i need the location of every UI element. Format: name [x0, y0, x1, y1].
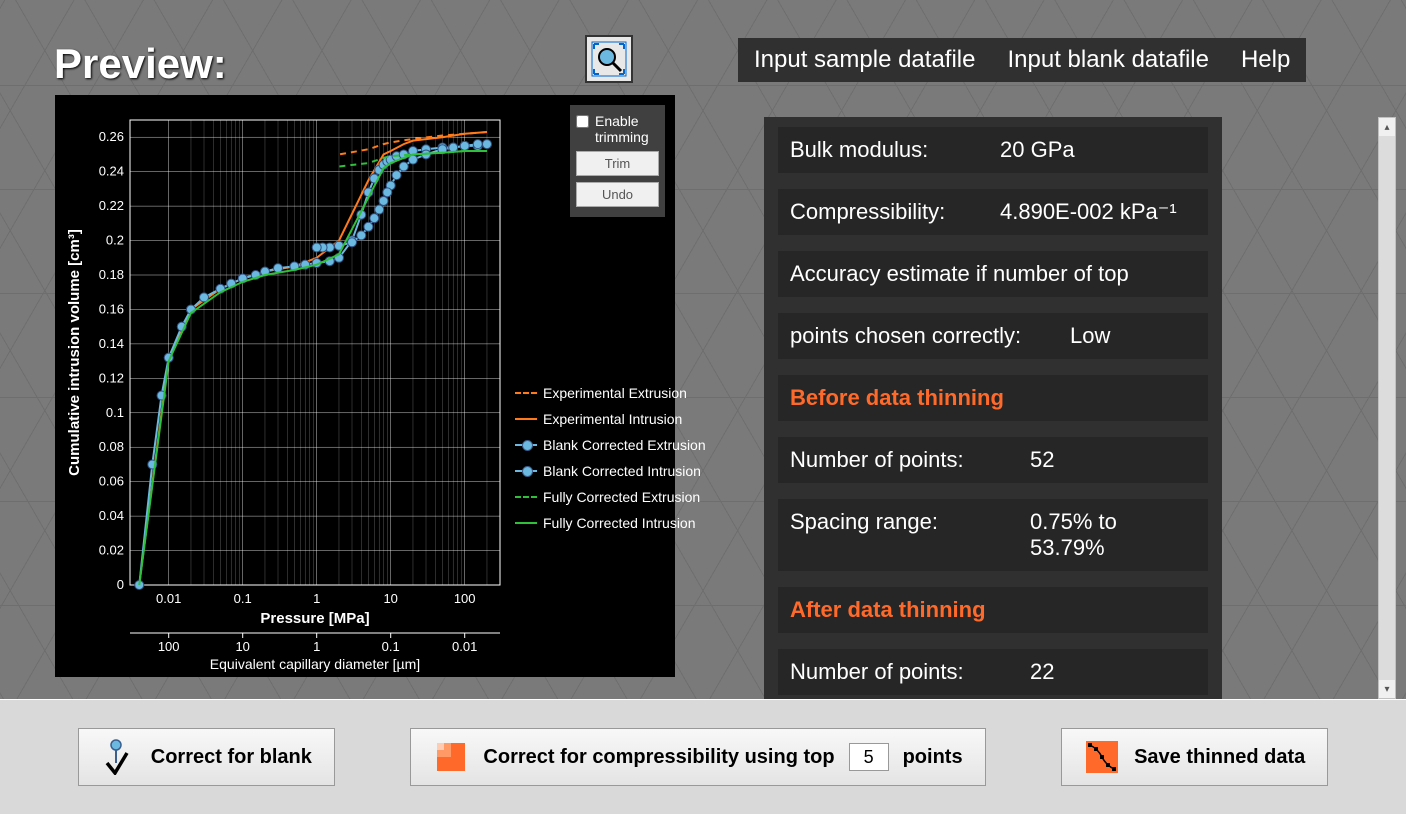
trim-button[interactable]: Trim — [576, 151, 659, 176]
svg-text:Cumulative intrusion volume [c: Cumulative intrusion volume [cm³] — [66, 229, 83, 476]
enable-trimming-checkbox[interactable]: Enable trimming — [576, 113, 659, 145]
svg-text:0.22: 0.22 — [99, 198, 124, 213]
svg-text:0.1: 0.1 — [382, 639, 400, 654]
legend-swatch — [515, 470, 537, 472]
legend-swatch — [515, 522, 537, 524]
svg-text:Equivalent capillary diameter: Equivalent capillary diameter [µm] — [210, 656, 420, 672]
svg-text:10: 10 — [235, 639, 249, 654]
correct-blank-button[interactable]: Correct for blank — [78, 728, 335, 786]
svg-text:0.2: 0.2 — [106, 233, 124, 248]
thin-curve-icon — [1084, 739, 1120, 775]
correct-comp-label-post: points — [903, 746, 963, 769]
after-points-value: 22 — [1030, 659, 1196, 685]
accuracy-line2-value: Low — [1070, 323, 1110, 349]
trim-box: Enable trimming Trim Undo — [570, 105, 665, 217]
before-points-row: Number of points: 52 — [778, 437, 1208, 483]
legend-item: Blank Corrected Intrusion — [515, 463, 706, 479]
svg-text:0.02: 0.02 — [99, 543, 124, 558]
svg-text:0: 0 — [117, 577, 124, 592]
svg-text:0.26: 0.26 — [99, 129, 124, 144]
magnifier-icon — [591, 41, 627, 77]
help-button[interactable]: Help — [1227, 40, 1304, 80]
scroll-down-icon[interactable]: ▾ — [1379, 680, 1395, 698]
compressibility-row: Compressibility: 4.890E-002 kPa⁻¹ — [778, 189, 1208, 235]
svg-text:100: 100 — [454, 591, 476, 606]
input-blank-button[interactable]: Input blank datafile — [993, 40, 1222, 80]
after-points-row: Number of points: 22 — [778, 649, 1208, 695]
svg-text:0.08: 0.08 — [99, 439, 124, 454]
bulk-modulus-value: 20 GPa — [1000, 137, 1196, 163]
legend-swatch — [515, 418, 537, 420]
svg-text:0.06: 0.06 — [99, 474, 124, 489]
scrollbar-thumb[interactable] — [1379, 136, 1395, 680]
svg-text:0.01: 0.01 — [156, 591, 181, 606]
legend-label: Experimental Intrusion — [543, 411, 682, 427]
info-scrollbar[interactable]: ▴ ▾ — [1378, 117, 1396, 699]
enable-trimming-input[interactable] — [576, 115, 589, 128]
info-panel-wrap: Bulk modulus: 20 GPa Compressibility: 4.… — [764, 117, 1377, 699]
svg-text:0.16: 0.16 — [99, 301, 124, 316]
accuracy-line2-row: points chosen correctly: Low — [778, 313, 1208, 359]
save-thinned-label: Save thinned data — [1134, 746, 1305, 769]
legend-label: Fully Corrected Intrusion — [543, 515, 696, 531]
legend-swatch — [515, 392, 537, 394]
svg-text:1: 1 — [313, 591, 320, 606]
bulk-modulus-label: Bulk modulus: — [790, 137, 1000, 163]
undo-button[interactable]: Undo — [576, 182, 659, 207]
check-marker-icon — [101, 739, 137, 775]
svg-text:0.01: 0.01 — [452, 639, 477, 654]
legend-label: Blank Corrected Extrusion — [543, 437, 706, 453]
accuracy-line2-label: points chosen correctly: — [790, 323, 1070, 349]
svg-text:0.04: 0.04 — [99, 508, 124, 523]
compress-icon — [433, 739, 469, 775]
compressibility-label: Compressibility: — [790, 199, 1000, 225]
svg-text:1: 1 — [313, 639, 320, 654]
before-thinning-header: Before data thinning — [778, 375, 1208, 421]
accuracy-line1: Accuracy estimate if number of top — [778, 251, 1208, 297]
chart-legend: Experimental Extrusion Experimental Intru… — [515, 385, 706, 531]
after-thinning-header: After data thinning — [778, 587, 1208, 633]
chart-panel: 0 0.02 0.04 0.06 0.08 0.1 0.12 0.14 0.16 0.18 0.2 0… — [55, 95, 675, 677]
legend-item: Fully Corrected Extrusion — [515, 489, 706, 505]
input-sample-button[interactable]: Input sample datafile — [740, 40, 989, 80]
bulk-modulus-row: Bulk modulus: 20 GPa — [778, 127, 1208, 173]
before-spacing-label: Spacing range: — [790, 509, 1030, 561]
legend-label: Fully Corrected Extrusion — [543, 489, 700, 505]
save-thinned-button[interactable]: Save thinned data — [1061, 728, 1328, 786]
after-points-label: Number of points: — [790, 659, 1030, 685]
legend-item: Experimental Extrusion — [515, 385, 706, 401]
svg-text:0.12: 0.12 — [99, 370, 124, 385]
before-points-value: 52 — [1030, 447, 1196, 473]
svg-text:100: 100 — [158, 639, 180, 654]
legend-label: Experimental Extrusion — [543, 385, 687, 401]
legend-item: Blank Corrected Extrusion — [515, 437, 706, 453]
legend-swatch — [515, 444, 537, 446]
legend-label: Blank Corrected Intrusion — [543, 463, 701, 479]
top-points-input[interactable] — [849, 743, 889, 771]
correct-compressibility-button[interactable]: Correct for compressibility using top po… — [410, 728, 985, 786]
svg-text:10: 10 — [383, 591, 397, 606]
svg-text:Pressure [MPa]: Pressure [MPa] — [260, 610, 369, 627]
svg-text:0.18: 0.18 — [99, 267, 124, 282]
zoom-button[interactable] — [585, 35, 633, 83]
top-button-bar: Input sample datafile Input blank datafi… — [738, 38, 1306, 82]
legend-item: Experimental Intrusion — [515, 411, 706, 427]
scroll-up-icon[interactable]: ▴ — [1379, 118, 1395, 136]
before-points-label: Number of points: — [790, 447, 1030, 473]
svg-text:0.24: 0.24 — [99, 164, 124, 179]
svg-text:0.14: 0.14 — [99, 336, 124, 351]
enable-trimming-label: Enable trimming — [595, 113, 659, 145]
legend-swatch — [515, 496, 537, 498]
bottom-bar: Correct for blank Correct for compressib… — [0, 699, 1406, 814]
compressibility-value: 4.890E-002 kPa⁻¹ — [1000, 199, 1196, 225]
correct-comp-label-pre: Correct for compressibility using top — [483, 746, 834, 769]
svg-text:0.1: 0.1 — [234, 591, 252, 606]
before-spacing-row: Spacing range: 0.75% to 53.79% — [778, 499, 1208, 571]
legend-item: Fully Corrected Intrusion — [515, 515, 706, 531]
preview-title: Preview: — [54, 40, 227, 88]
svg-text:0.1: 0.1 — [106, 405, 124, 420]
correct-blank-label: Correct for blank — [151, 746, 312, 769]
before-spacing-value: 0.75% to 53.79% — [1030, 509, 1196, 561]
info-panel: Bulk modulus: 20 GPa Compressibility: 4.… — [764, 117, 1222, 699]
